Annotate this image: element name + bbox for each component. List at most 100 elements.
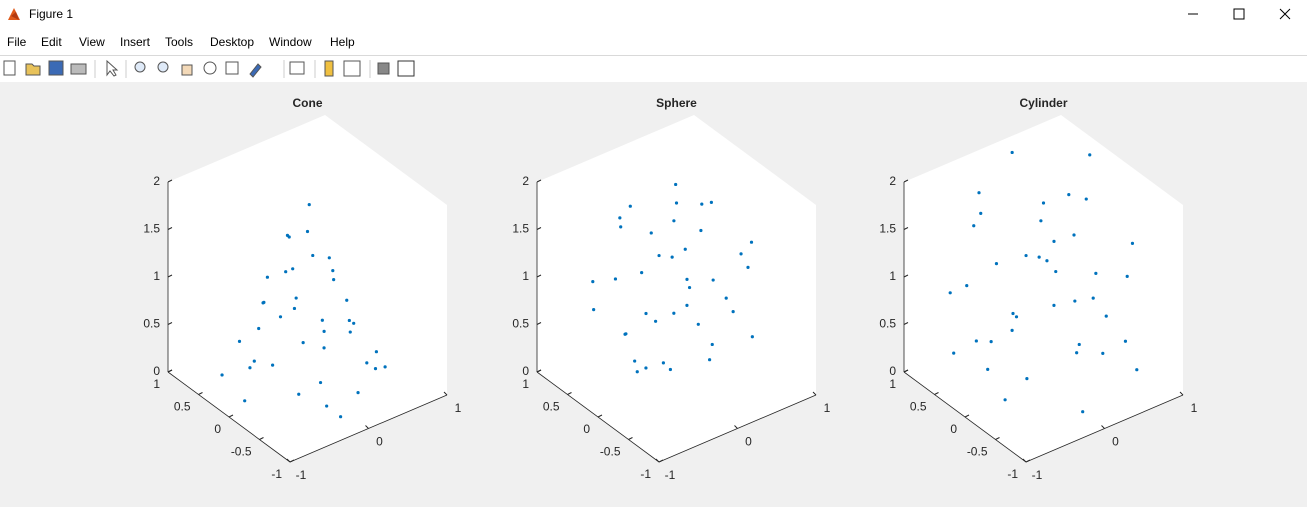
menu-item[interactable]: Insert — [120, 35, 151, 49]
menu-bar — [0, 30, 1307, 55]
scatter-point — [668, 367, 673, 372]
y-tick-label: -1 — [271, 467, 282, 481]
chart-title: Sphere — [656, 96, 697, 110]
z-tick-label: 0.5 — [512, 317, 529, 331]
x-tick — [1022, 458, 1027, 463]
scatter-point — [1067, 193, 1071, 197]
z-tick-label: 1.5 — [143, 222, 160, 236]
scatter-point — [674, 182, 678, 187]
y-tick — [597, 414, 603, 418]
scatter-point — [292, 306, 297, 311]
scatter-point — [640, 271, 644, 275]
scatter-point — [979, 211, 983, 215]
menu-item[interactable]: Help — [330, 35, 355, 49]
scatter-point — [1125, 274, 1129, 278]
z-tick — [536, 227, 542, 230]
toolbar-icons[interactable] — [3, 59, 415, 78]
y-tick — [995, 437, 1000, 440]
scatter-point — [1084, 197, 1088, 201]
scatter-point — [750, 335, 754, 339]
x-tick-label: 0 — [376, 435, 383, 449]
scatter-point — [1037, 255, 1041, 259]
menu-item[interactable]: File — [7, 35, 27, 49]
scatter-point — [262, 300, 266, 304]
scatter-point — [633, 359, 637, 363]
scatter-point — [307, 203, 311, 207]
y-tick — [536, 369, 542, 373]
menu-item[interactable]: View — [79, 35, 105, 49]
scatter-point — [348, 330, 352, 334]
z-tick — [536, 274, 542, 278]
x-tick — [655, 458, 660, 463]
z-tick-label: 2 — [889, 174, 896, 188]
scatter-point — [252, 359, 256, 363]
scatter-point — [649, 231, 653, 235]
maximize-button[interactable] — [1233, 8, 1245, 20]
x-tick-label: -1 — [1032, 468, 1043, 482]
scatter-point — [687, 285, 692, 290]
scatter-point — [1011, 311, 1015, 316]
scatter-point — [294, 296, 298, 300]
scatter-point — [1010, 328, 1014, 332]
scatter-point — [628, 204, 632, 208]
scatter-point — [644, 311, 648, 316]
scatter-point — [373, 367, 378, 371]
axes-background — [537, 115, 816, 462]
z-tick-label: 1.5 — [512, 222, 529, 236]
z-tick-label: 0 — [889, 364, 896, 378]
scatter-point — [685, 277, 689, 281]
z-tick-label: 1.5 — [879, 222, 896, 236]
scatter-point — [1024, 253, 1028, 258]
scatter-point — [749, 240, 754, 244]
scatter-point — [739, 252, 743, 256]
scatter-point — [592, 308, 596, 312]
scatter-point — [352, 321, 356, 325]
scatter-point — [613, 277, 618, 281]
scatter-point — [672, 219, 676, 223]
y-tick-label: 1 — [522, 377, 529, 391]
scatter-point — [243, 399, 247, 403]
scatter-point — [657, 253, 661, 258]
scatter-point — [1054, 269, 1058, 274]
scatter-point — [301, 341, 305, 345]
scatter-point — [322, 329, 326, 333]
x-tick-label: 1 — [824, 401, 831, 415]
y-tick-label: 0.5 — [910, 400, 927, 414]
scatter-point — [1077, 342, 1081, 347]
scatter-point — [311, 253, 315, 258]
close-button[interactable] — [1279, 8, 1291, 20]
scatter-point — [265, 275, 269, 279]
scatter-point — [731, 310, 735, 314]
y-tick-label: 1 — [889, 377, 896, 391]
scatter-point — [1088, 153, 1092, 157]
x-tick-label: 1 — [1191, 401, 1198, 415]
menu-item[interactable]: Tools — [165, 35, 193, 49]
menu-item[interactable]: Desktop — [210, 35, 254, 49]
chart-title: Cylinder — [1019, 96, 1067, 110]
y-tick-label: 0.5 — [174, 400, 191, 414]
scatter-point — [974, 339, 978, 343]
chart-title: Cone — [293, 96, 323, 110]
z-tick-label: 0 — [522, 364, 529, 378]
y-tick — [167, 369, 173, 373]
scatter-point — [1052, 239, 1056, 243]
y-tick — [1025, 459, 1031, 463]
z-tick — [167, 274, 173, 278]
y-tick — [628, 437, 633, 440]
x-tick — [365, 425, 369, 429]
scatter-point — [1052, 303, 1056, 307]
scatter-point — [1101, 351, 1105, 355]
x-tick — [1179, 391, 1184, 396]
scatter-point — [619, 225, 623, 229]
menu-item[interactable]: Window — [269, 35, 312, 49]
scatter-point — [1094, 271, 1098, 275]
menu-item[interactable]: Edit — [41, 35, 62, 49]
scatter-point — [1091, 296, 1095, 300]
window-title: Figure 1 — [29, 7, 73, 21]
scatter-point — [986, 367, 990, 371]
scatter-point — [1081, 410, 1085, 414]
